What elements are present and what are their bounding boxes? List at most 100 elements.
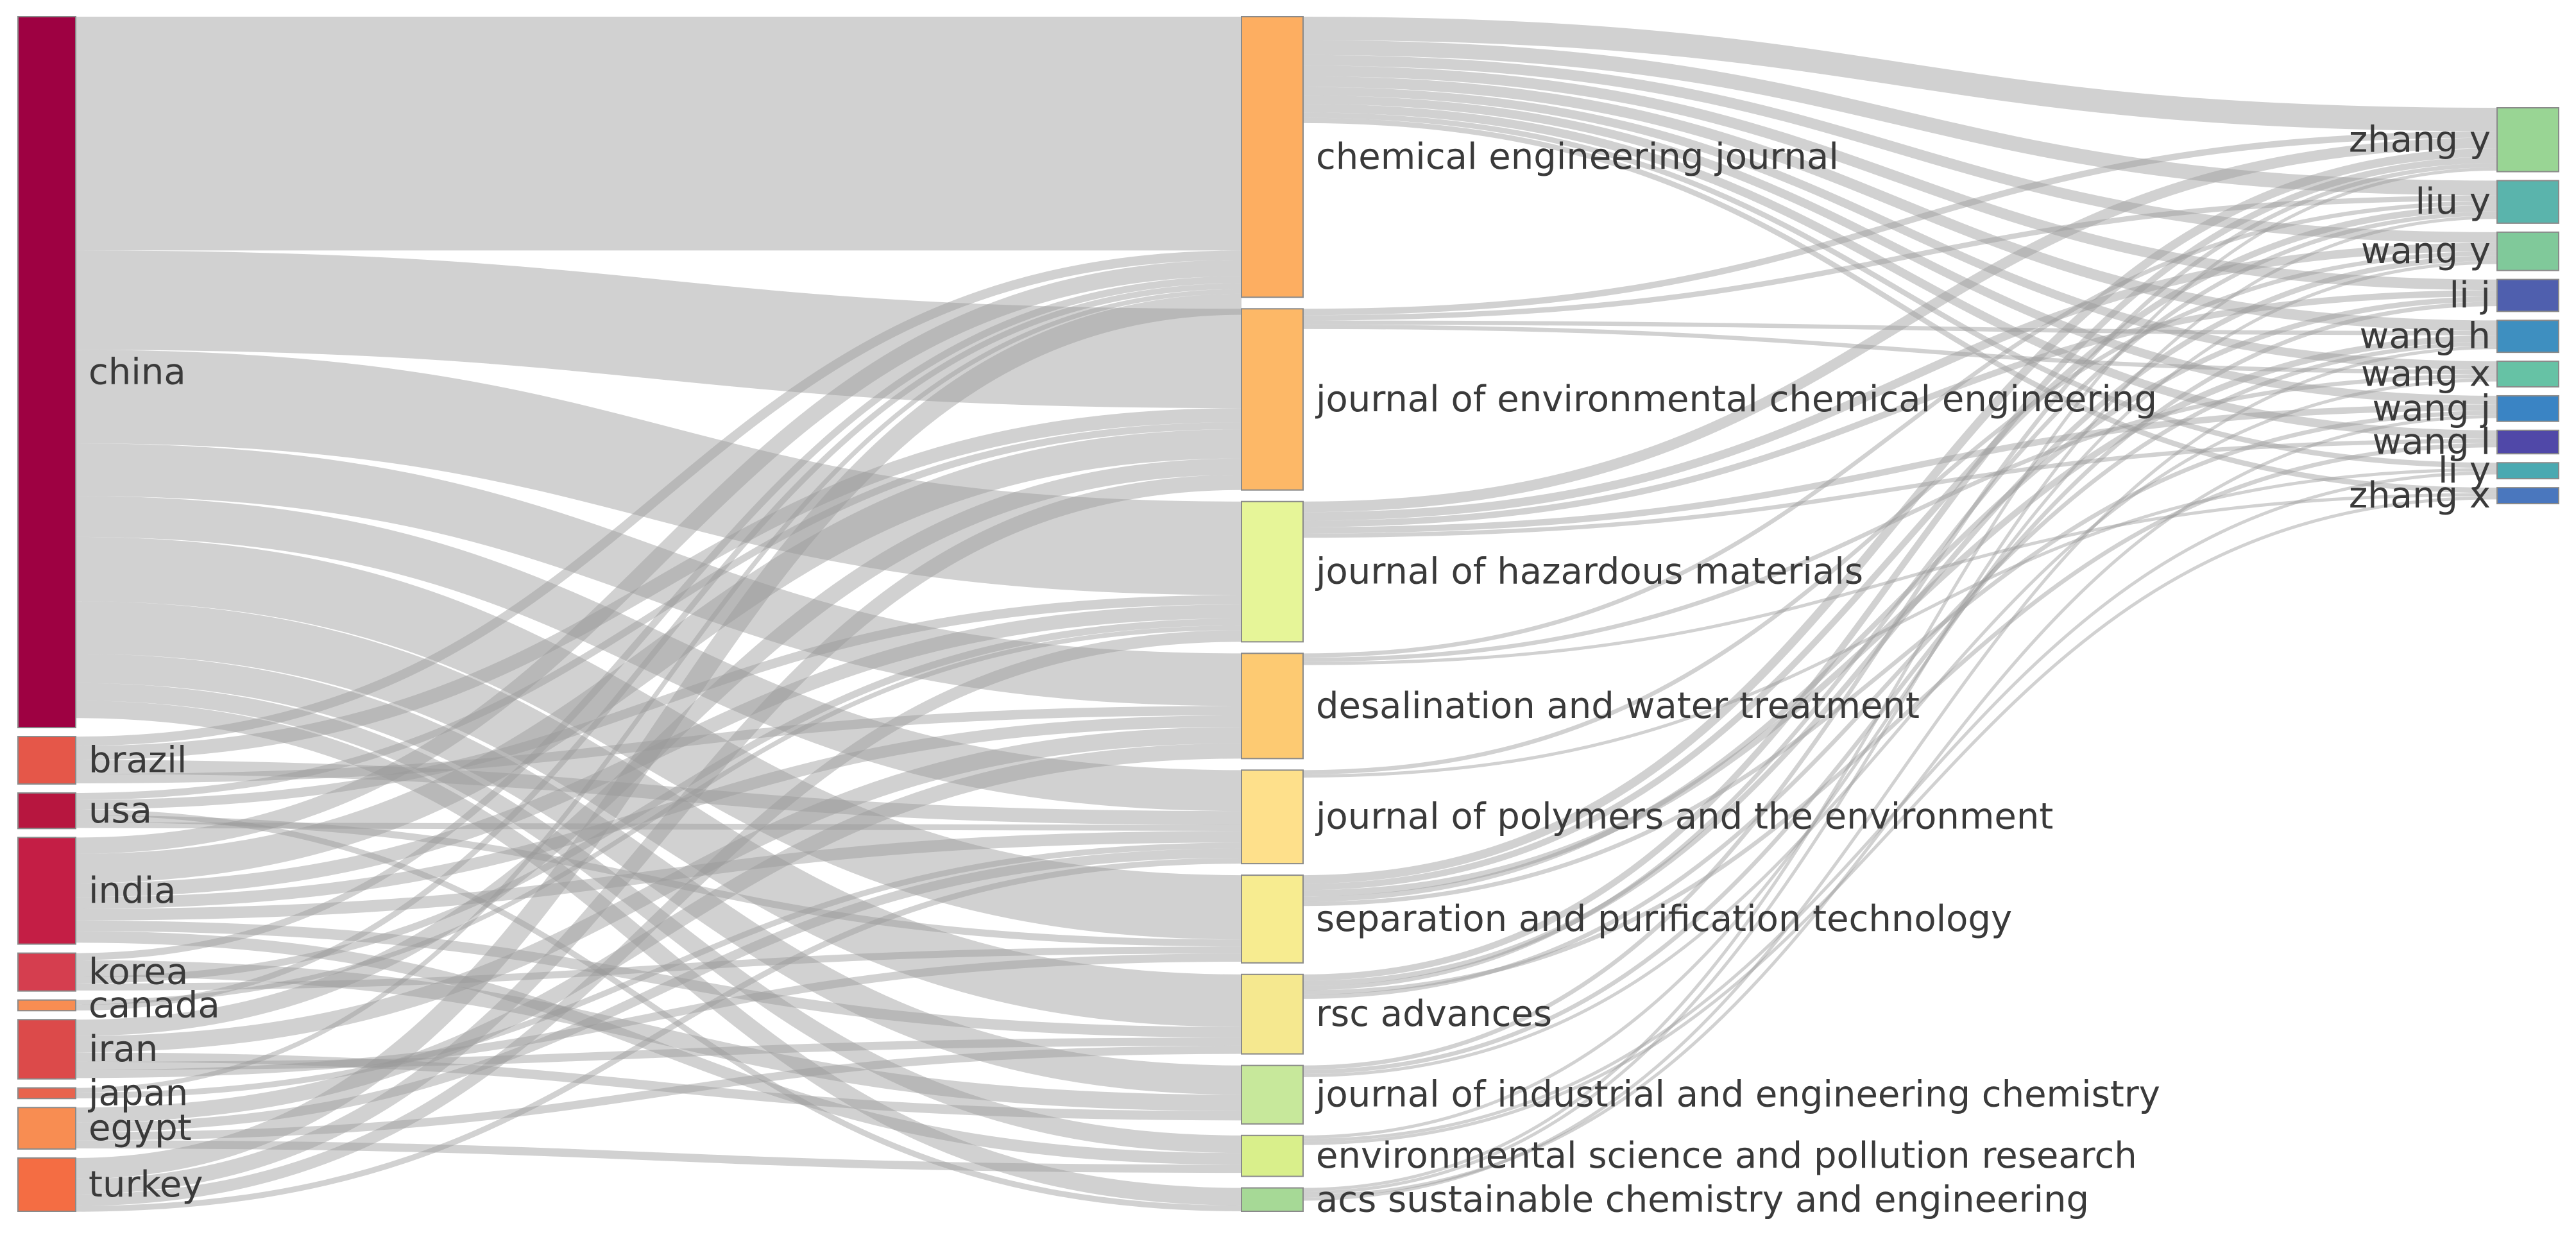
node-wangx[interactable]: [2496, 361, 2559, 388]
link-spt-wangh[interactable]: [1302, 335, 2498, 897]
node-jhm[interactable]: [1241, 500, 1304, 643]
link-rsc-wangl[interactable]: [1302, 443, 2498, 995]
link-dwt-zhangx[interactable]: [1302, 493, 2498, 665]
link-cej-wangh[interactable]: [1302, 76, 2498, 331]
link-rsc-wangh[interactable]: [1302, 341, 2498, 999]
link-turkey-jpe[interactable]: [75, 858, 1242, 1212]
link-spt-liuy[interactable]: [1302, 205, 2498, 891]
node-egypt[interactable]: [17, 1107, 76, 1150]
link-india-dwt[interactable]: [75, 715, 1242, 909]
link-india-jece[interactable]: [75, 429, 1242, 883]
link-usa-jpe[interactable]: [75, 822, 1242, 831]
link-cej-liuy[interactable]: [1302, 40, 2498, 196]
link-cej-wangl[interactable]: [1302, 104, 2498, 439]
link-cej-lij[interactable]: [1302, 65, 2498, 291]
link-brazil-cej[interactable]: [75, 250, 1242, 746]
link-jhm-lij[interactable]: [1302, 290, 2498, 527]
link-acs-wangj[interactable]: [1302, 414, 2498, 1198]
node-liy[interactable]: [2496, 462, 2559, 480]
link-iran-jece[interactable]: [75, 458, 1242, 1036]
node-jece[interactable]: [1241, 308, 1304, 491]
link-jece-zhangy[interactable]: [1302, 131, 2498, 316]
link-brazil-jpe[interactable]: [75, 760, 1242, 825]
node-wangj[interactable]: [2496, 395, 2559, 422]
link-usa-spt[interactable]: [75, 815, 1242, 947]
link-cej-wangj[interactable]: [1302, 95, 2498, 405]
node-canada[interactable]: [17, 999, 76, 1012]
node-india[interactable]: [17, 837, 76, 945]
node-cej[interactable]: [1241, 16, 1304, 298]
node-turkey[interactable]: [17, 1157, 76, 1213]
node-lij[interactable]: [2496, 278, 2559, 312]
node-jiec[interactable]: [1241, 1064, 1304, 1125]
link-rsc-wangy[interactable]: [1302, 255, 2498, 987]
link-rsc-zhangy[interactable]: [1302, 157, 2498, 981]
link-india-espr[interactable]: [75, 931, 1242, 1165]
link-korea-jiec[interactable]: [75, 960, 1242, 1111]
link-jhm-wangl[interactable]: [1302, 439, 2498, 538]
link-acs-zhangy[interactable]: [1302, 167, 2498, 1191]
link-jhm-wangy[interactable]: [1302, 243, 2498, 521]
link-egypt-dwt[interactable]: [75, 743, 1242, 1123]
link-jpe-wangy[interactable]: [1302, 251, 2498, 774]
link-egypt-rsc[interactable]: [75, 1045, 1242, 1141]
link-china-acs[interactable]: [75, 700, 1242, 1206]
link-korea-jhm[interactable]: [75, 618, 1242, 984]
node-usa[interactable]: [17, 792, 76, 830]
link-cej-wangx[interactable]: [1302, 87, 2498, 370]
link-china-jpe[interactable]: [75, 496, 1242, 812]
link-acs-liuy[interactable]: [1302, 216, 2498, 1195]
node-rsc[interactable]: [1241, 973, 1304, 1055]
link-usa-jhm[interactable]: [75, 595, 1242, 810]
link-brazil-jece[interactable]: [75, 408, 1242, 760]
link-brazil-dwt[interactable]: [75, 706, 1242, 783]
link-turkey-jhm[interactable]: [75, 630, 1242, 1206]
node-wangh[interactable]: [2496, 320, 2559, 354]
link-jpe-liy[interactable]: [1302, 468, 2498, 778]
link-spt-zhangy[interactable]: [1302, 148, 2498, 884]
link-india-jhm[interactable]: [75, 604, 1242, 898]
link-jhm-wangj[interactable]: [1302, 404, 2498, 534]
link-china-dwt[interactable]: [75, 443, 1242, 706]
link-jece-liuy[interactable]: [1302, 195, 2498, 321]
link-jhm-zhangy[interactable]: [1302, 137, 2498, 513]
link-spt-lij[interactable]: [1302, 296, 2498, 902]
link-cej-liy[interactable]: [1302, 112, 2498, 468]
link-china-rsc[interactable]: [75, 601, 1242, 1027]
link-espr-zhangx[interactable]: [1302, 496, 2498, 1145]
node-espr[interactable]: [1241, 1134, 1304, 1177]
link-china-spt[interactable]: [75, 536, 1242, 940]
node-japan[interactable]: [17, 1087, 76, 1100]
link-spt-wangj[interactable]: [1302, 411, 2498, 907]
link-turkey-jece[interactable]: [75, 475, 1242, 1195]
link-espr-wangy[interactable]: [1302, 260, 2498, 1139]
node-korea[interactable]: [17, 952, 76, 992]
link-egypt-jpe[interactable]: [75, 848, 1242, 1132]
link-iran-spt[interactable]: [75, 953, 1242, 1078]
link-india-rsc[interactable]: [75, 920, 1242, 1038]
node-dwt[interactable]: [1241, 652, 1304, 760]
link-iran-rsc[interactable]: [75, 1037, 1242, 1070]
link-china-jece[interactable]: [75, 250, 1242, 409]
link-egypt-espr[interactable]: [75, 1140, 1242, 1173]
link-usa-jece[interactable]: [75, 422, 1242, 800]
link-iran-jiec[interactable]: [75, 1052, 1242, 1121]
link-canada-jhm[interactable]: [75, 625, 1242, 1005]
link-korea-cej[interactable]: [75, 276, 1242, 960]
link-japan-cej[interactable]: [75, 289, 1242, 1093]
node-acs[interactable]: [1241, 1187, 1304, 1213]
node-liuy[interactable]: [2496, 180, 2559, 224]
link-jiec-wangx[interactable]: [1302, 378, 2498, 1077]
node-zhangx[interactable]: [2496, 487, 2559, 504]
link-acs-wangh[interactable]: [1302, 346, 2498, 1201]
link-jiec-zhangy[interactable]: [1302, 163, 2498, 1070]
link-turkey-cej[interactable]: [75, 293, 1242, 1179]
node-china[interactable]: [17, 16, 76, 729]
link-usa-acs[interactable]: [75, 809, 1242, 1211]
link-china-espr[interactable]: [75, 683, 1242, 1154]
node-brazil[interactable]: [17, 736, 76, 785]
link-india-jpe[interactable]: [75, 831, 1242, 921]
node-spt[interactable]: [1241, 874, 1304, 964]
link-china-jhm[interactable]: [75, 350, 1242, 595]
link-jiec-lij[interactable]: [1302, 302, 2498, 1074]
